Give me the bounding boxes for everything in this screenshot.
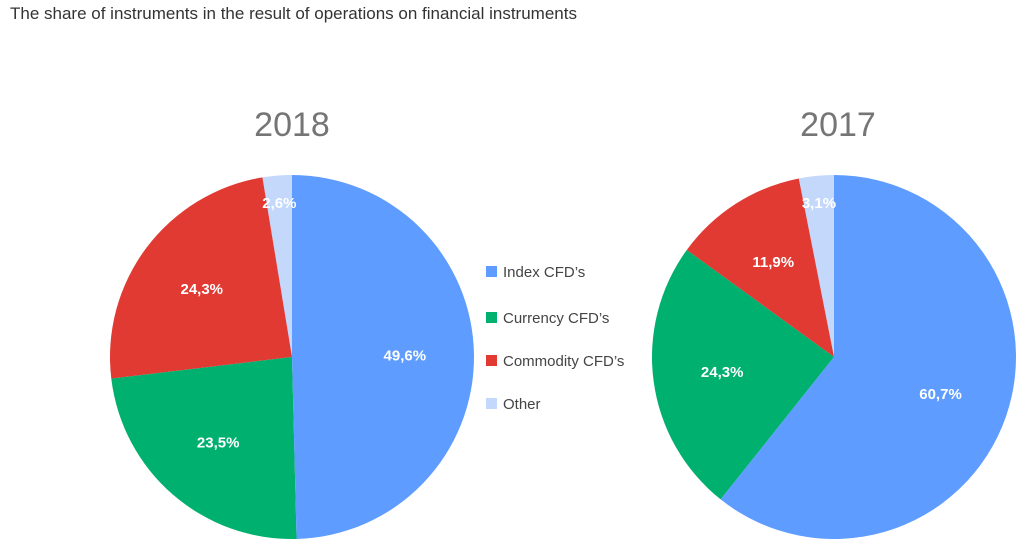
- legend: Index CFD’s Currency CFD’s Commodity CFD…: [486, 264, 624, 413]
- legend-label-other: Other: [503, 396, 541, 413]
- pie-chart-2018: 2018 49,6% 23,5% 24,3% 2,6%: [110, 106, 474, 539]
- pie-slice-2017-other: [798, 175, 834, 357]
- slice-label-2018-commodity: 24,3%: [180, 281, 223, 298]
- slice-label-2017-commodity: 11,9%: [752, 254, 794, 271]
- pie-slice-2018-other: [262, 175, 292, 357]
- legend-swatch-commodity: [486, 355, 497, 366]
- pie-slice-2018-currency: [111, 357, 297, 539]
- pie-title-2017: 2017: [800, 106, 876, 144]
- pie-chart-2017: 2017 60,7% 24,3% 11,9% 3,1%: [652, 106, 1017, 540]
- pie-slice-2018-commodity: [110, 177, 292, 379]
- pie-slice-2017-currency: [652, 250, 834, 500]
- slice-label-2017-index: 60,7%: [919, 386, 962, 403]
- pie-title-2018: 2018: [254, 106, 330, 144]
- legend-swatch-currency: [486, 312, 497, 323]
- legend-item: Commodity CFD’s: [486, 353, 624, 370]
- legend-swatch-other: [486, 398, 497, 409]
- legend-item: Currency CFD’s: [486, 310, 609, 327]
- slice-label-2017-currency: 24,3%: [701, 364, 744, 381]
- slice-label-2017-other: 3,1%: [802, 195, 836, 212]
- pie-slice-2017-index: [720, 175, 1017, 540]
- legend-label-index: Index CFD’s: [503, 264, 585, 281]
- legend-item: Other: [486, 396, 541, 413]
- legend-label-currency: Currency CFD’s: [503, 310, 609, 327]
- pie-slice-2018-index: [292, 175, 474, 539]
- slice-label-2018-currency: 23,5%: [197, 434, 240, 451]
- legend-swatch-index: [486, 266, 497, 277]
- pie-slice-2017-commodity: [686, 178, 834, 357]
- page-title: The share of instruments in the result o…: [10, 4, 577, 23]
- legend-item: Index CFD’s: [486, 264, 585, 281]
- slice-label-2018-other: 2,6%: [262, 195, 296, 212]
- slice-label-2018-index: 49,6%: [384, 348, 427, 365]
- legend-label-commodity: Commodity CFD’s: [503, 353, 624, 370]
